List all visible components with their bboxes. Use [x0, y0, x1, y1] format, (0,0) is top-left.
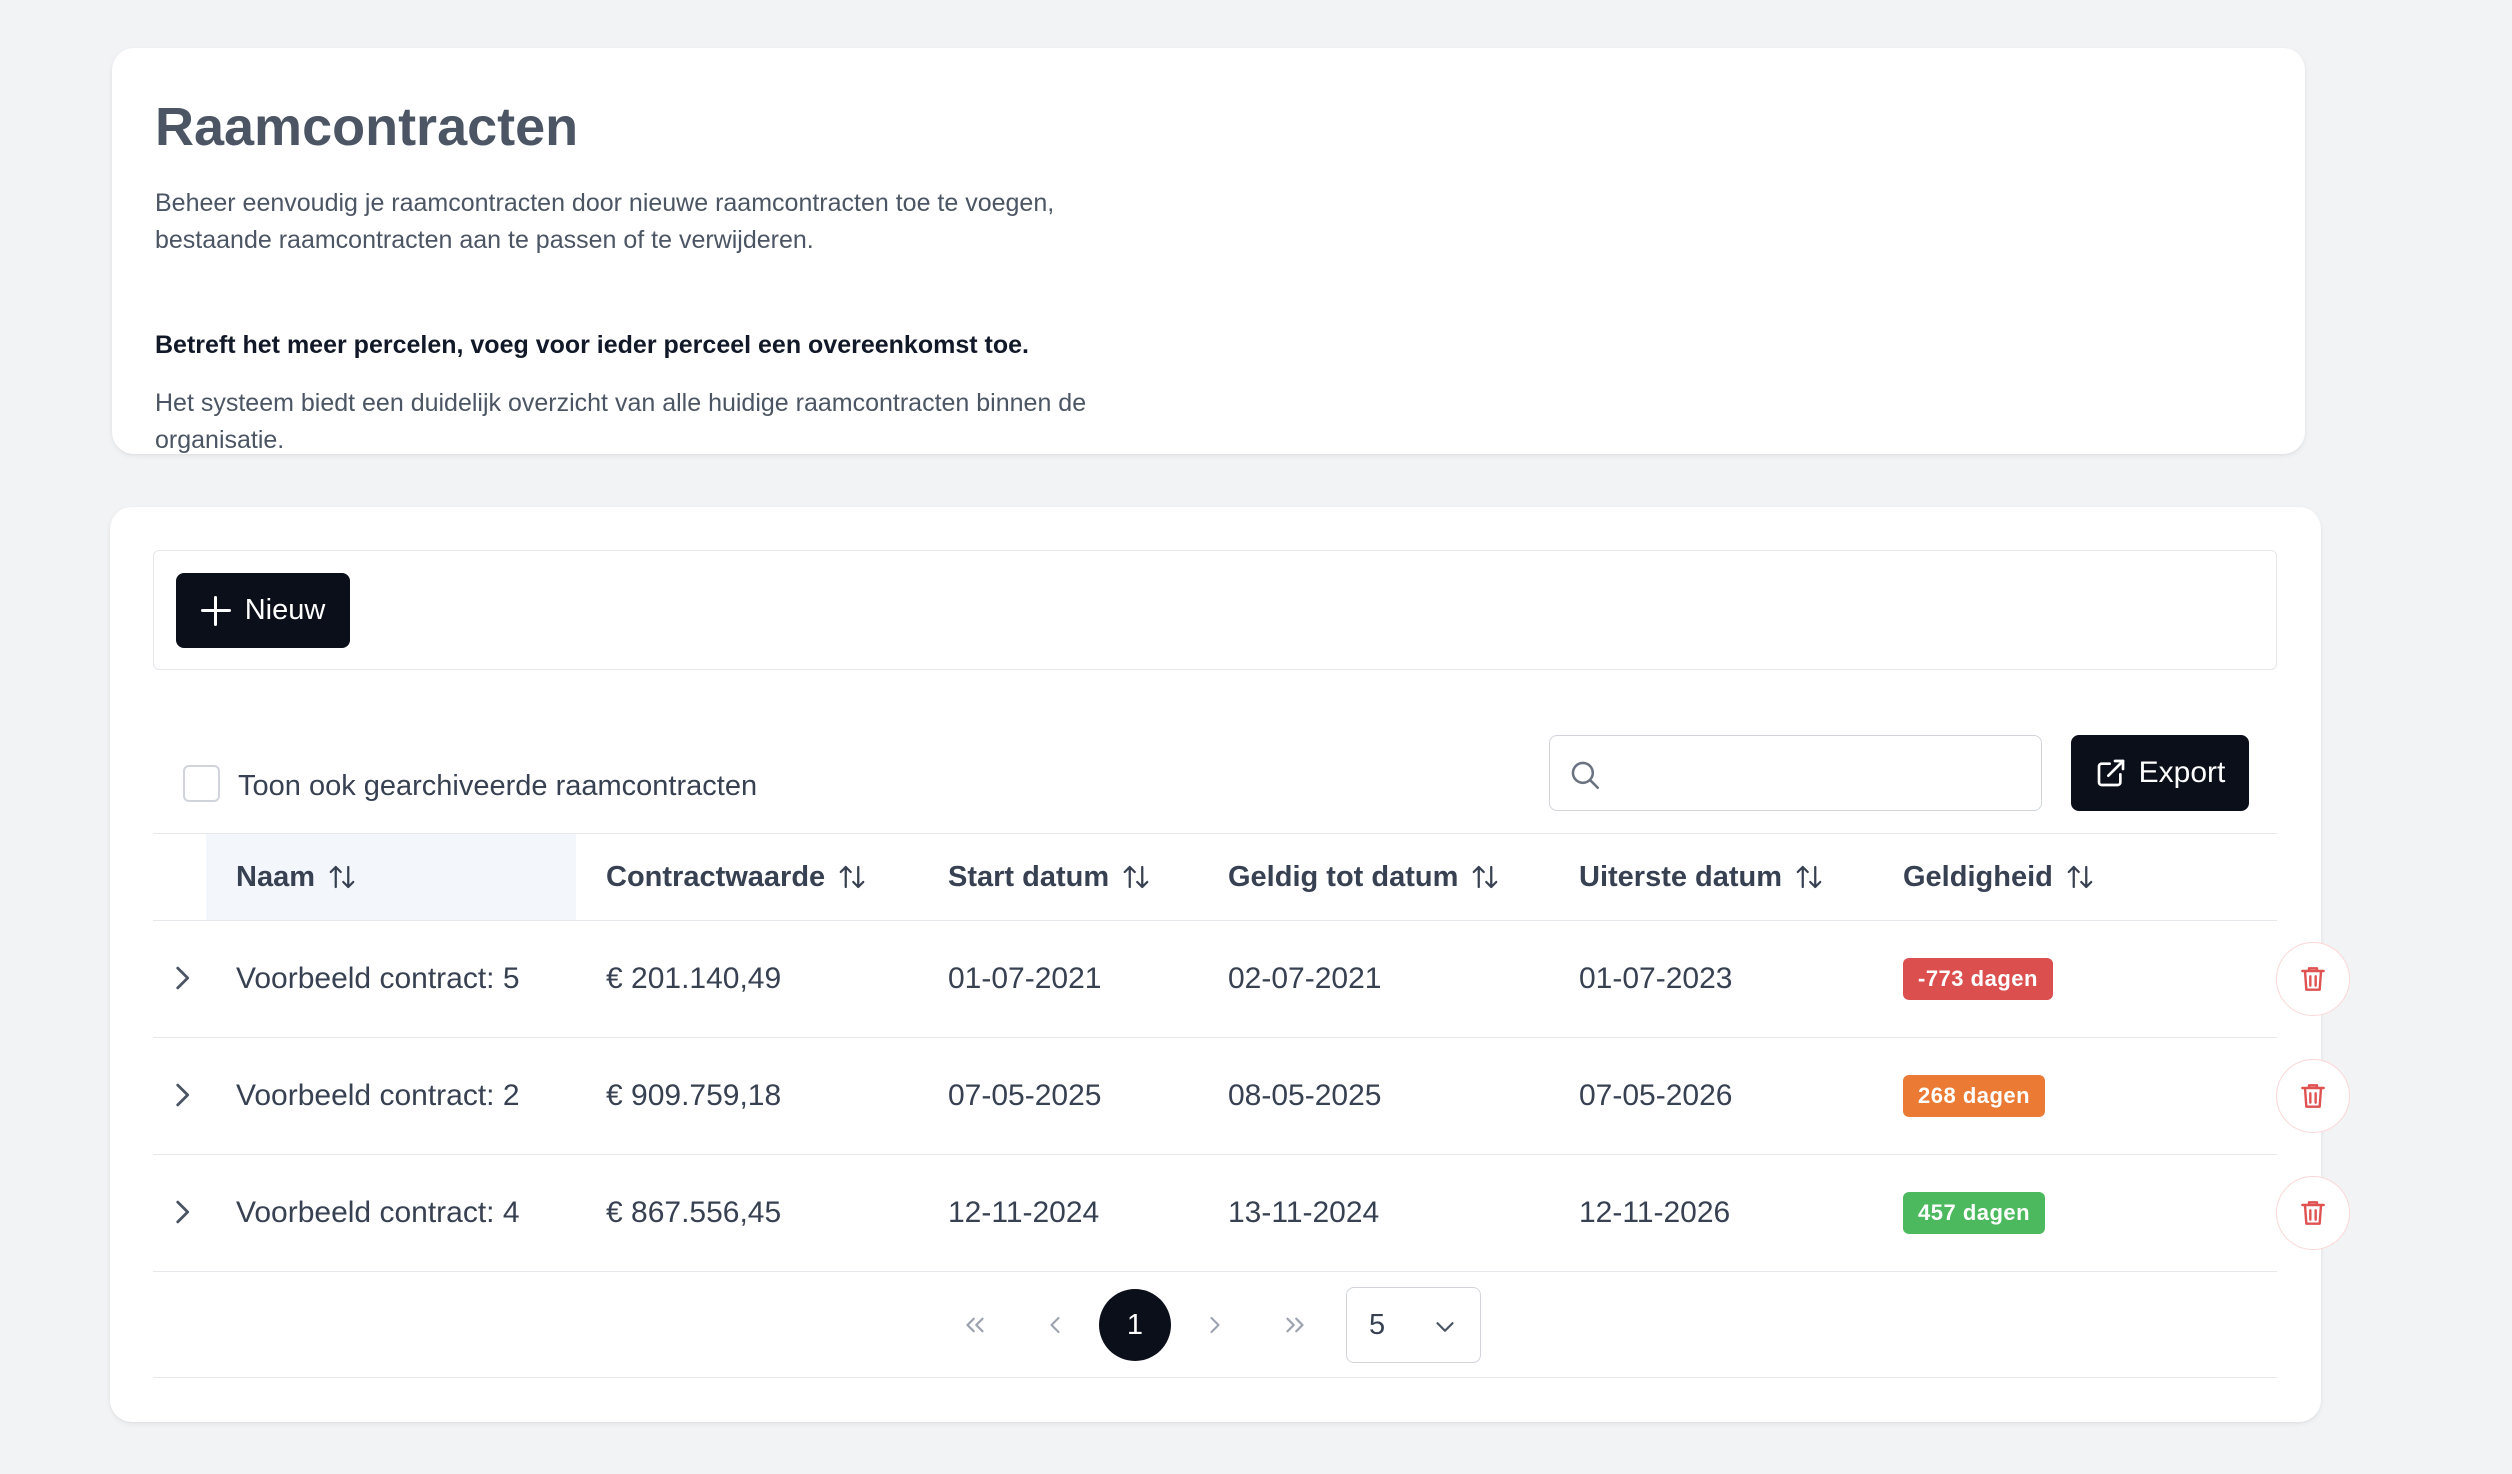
next-page-button[interactable] — [1179, 1289, 1251, 1361]
expand-row-chevron-icon[interactable] — [165, 1078, 199, 1112]
trash-icon — [2301, 1084, 2325, 1108]
sort-icon — [1473, 865, 1498, 889]
column-header-start-datum[interactable]: Start datum — [948, 834, 1151, 920]
sort-icon — [329, 865, 355, 889]
delete-button[interactable] — [2276, 942, 2350, 1016]
expand-row-chevron-icon[interactable] — [165, 961, 199, 995]
column-header-geldig-tot-datum[interactable]: Geldig tot datum — [1228, 834, 1500, 920]
external-link-icon — [2097, 759, 2124, 787]
contracts-table: Naam Contractwaarde Start datum Geldig t… — [153, 833, 2350, 1378]
column-label: Geldigheid — [1903, 860, 2053, 893]
validity-badge: 268 dagen — [1903, 1074, 2046, 1117]
column-header-geldigheid[interactable]: Geldigheid — [1903, 834, 2095, 920]
export-label: Export — [2138, 756, 2226, 789]
cell-contractwaarde: € 867.556,45 — [606, 1195, 782, 1229]
cell-geldig-tot-datum: 08-05-2025 — [1228, 1078, 1382, 1112]
column-label: Uiterste datum — [1579, 860, 1783, 893]
last-page-button[interactable] — [1259, 1289, 1331, 1361]
cell-uiterste-datum: 12-11-2026 — [1579, 1195, 1731, 1229]
archive-filter: Toon ook gearchiveerde raamcontracten — [183, 765, 757, 802]
plus-icon — [200, 595, 231, 626]
export-button[interactable]: Export — [2071, 735, 2249, 811]
show-archived-label[interactable]: Toon ook gearchiveerde raamcontracten — [238, 770, 758, 802]
table-row: Voorbeeld contract: 5 € 201.140,49 01-07… — [153, 921, 2350, 1038]
chevron-down-icon — [1436, 1322, 1454, 1332]
trash-icon — [2301, 967, 2325, 991]
pagination: 1 5 — [153, 1272, 2277, 1378]
cell-geldig-tot-datum: 02-07-2021 — [1228, 961, 1382, 995]
column-header-uiterste-datum[interactable]: Uiterste datum — [1579, 834, 1824, 920]
chevron-left-icon — [1050, 1316, 1060, 1334]
trash-icon — [2301, 1201, 2325, 1225]
chevrons-left-icon — [966, 1317, 984, 1333]
column-header-contractwaarde[interactable]: Contractwaarde — [606, 834, 867, 920]
cell-geldigheid: 268 dagen — [1903, 1038, 2046, 1153]
contracts-card: Nieuw Toon ook gearchiveerde raamcontrac… — [110, 507, 2350, 1422]
column-label: Naam — [236, 860, 315, 893]
cell-uiterste-datum: 01-07-2023 — [1579, 961, 1733, 995]
sort-icon — [1796, 865, 1822, 889]
intro-overview-text: Het systeem biedt een duidelijk overzich… — [155, 389, 1087, 454]
chevrons-right-icon — [1286, 1317, 1304, 1333]
new-button-label: Nieuw — [244, 594, 326, 626]
cell-contractwaarde: € 201.140,49 — [606, 961, 782, 995]
column-label: Geldig tot datum — [1228, 860, 1459, 893]
page-button-current[interactable]: 1 — [1099, 1289, 1171, 1361]
column-label: Contractwaarde — [606, 860, 826, 893]
expand-row-chevron-icon[interactable] — [165, 1195, 199, 1229]
page-size-select[interactable]: 5 — [1346, 1287, 1481, 1363]
cell-start-datum: 07-05-2025 — [948, 1078, 1102, 1112]
column-header-naam[interactable]: Naam — [206, 834, 576, 920]
cell-geldigheid: 457 dagen — [1903, 1155, 2046, 1270]
cell-naam: Voorbeeld contract: 5 — [236, 961, 520, 995]
validity-badge: 457 dagen — [1903, 1191, 2046, 1234]
search-box — [1549, 735, 2042, 811]
column-label: Start datum — [948, 860, 1110, 893]
cell-uiterste-datum: 07-05-2026 — [1579, 1078, 1733, 1112]
cell-geldigheid: -773 dagen — [1903, 921, 2053, 1036]
cell-start-datum: 01-07-2021 — [948, 961, 1102, 995]
chevron-right-icon — [1210, 1316, 1220, 1334]
cell-naam: Voorbeeld contract: 2 — [236, 1078, 520, 1112]
table-header: Naam Contractwaarde Start datum Geldig t… — [153, 833, 2277, 921]
cell-geldig-tot-datum: 13-11-2024 — [1228, 1195, 1380, 1229]
search-input[interactable] — [1614, 736, 2034, 810]
search-icon — [1571, 761, 1600, 790]
cell-naam: Voorbeeld contract: 4 — [236, 1195, 520, 1229]
page-size-value: 5 — [1369, 1308, 1386, 1341]
table-row: Voorbeeld contract: 4 € 867.556,45 12-11… — [153, 1155, 2350, 1272]
new-contract-button[interactable]: Nieuw — [176, 573, 350, 648]
sort-icon — [2067, 865, 2093, 889]
cell-start-datum: 12-11-2024 — [948, 1195, 1100, 1229]
sort-icon — [839, 865, 865, 889]
intro-card: Raamcontracten Beheer eenvoudig je raamc… — [112, 48, 2305, 454]
first-page-button[interactable] — [939, 1289, 1011, 1361]
show-archived-checkbox[interactable] — [183, 765, 220, 802]
previous-page-button[interactable] — [1019, 1289, 1091, 1361]
intro-description: Beheer eenvoudig je raamcontracten door … — [155, 189, 1055, 254]
delete-button[interactable] — [2276, 1176, 2350, 1250]
toolbar: Nieuw — [153, 550, 2277, 670]
table-row: Voorbeeld contract: 2 € 909.759,18 07-05… — [153, 1038, 2350, 1155]
page-title: Raamcontracten — [155, 97, 579, 157]
sort-icon — [1123, 865, 1149, 889]
validity-badge: -773 dagen — [1903, 957, 2053, 1000]
delete-button[interactable] — [2276, 1059, 2350, 1133]
cell-contractwaarde: € 909.759,18 — [606, 1078, 782, 1112]
intro-note: Betreft het meer percelen, voeg voor ied… — [155, 331, 1029, 359]
